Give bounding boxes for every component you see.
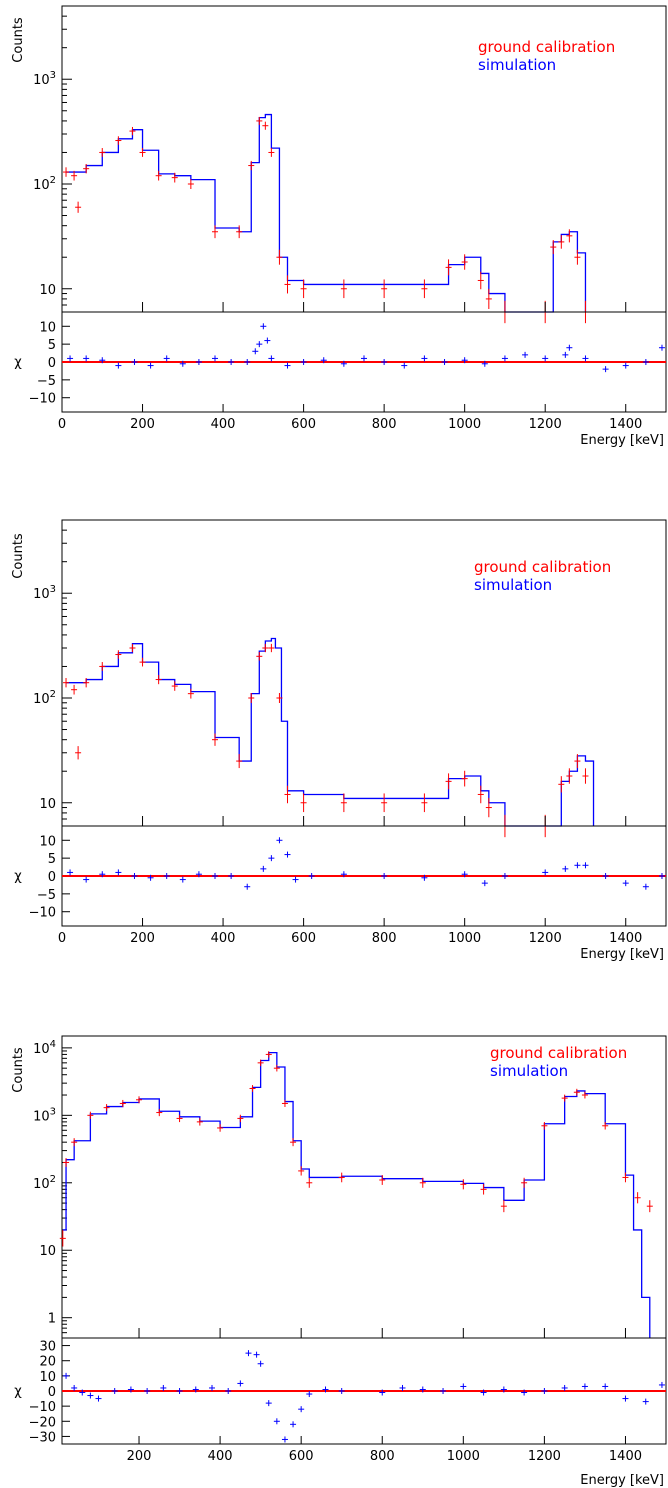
- panel-2: Counts ground calibration simulation 101…: [11, 519, 667, 962]
- x-tick-label: 0: [58, 931, 66, 946]
- panel-2-spectrum: Counts ground calibration simulation 101…: [11, 519, 667, 838]
- y-tick-label: 103: [33, 584, 56, 602]
- panel-3-residual-points: [63, 1350, 665, 1443]
- x-tick-label: 1000: [448, 417, 481, 432]
- panel-2-x-ticks: 0 200 400 600 800 1000 1200 1400: [58, 816, 642, 946]
- x-tick-label: 600: [289, 1449, 314, 1464]
- x-tick-label: 800: [370, 1449, 395, 1464]
- panel-1-y-ticks: 10 102 103: [33, 5, 72, 313]
- residual-tick-label: 20: [39, 1355, 56, 1370]
- x-tick-label: 1000: [447, 1449, 480, 1464]
- panel-2-y-ticks: 10 102 103: [33, 519, 72, 827]
- y-tick-label: 10: [39, 283, 56, 298]
- y-tick-label: 10: [39, 797, 56, 812]
- x-tick-label: 1000: [448, 931, 481, 946]
- y-tick-label: 104: [33, 1039, 56, 1057]
- panel-3: Counts ground calibration simulation 1 10…: [11, 1035, 667, 1488]
- residual-tick-label: −5: [37, 374, 56, 389]
- panel-1-legend-sim: simulation: [478, 56, 556, 74]
- residual-tick-label: −5: [37, 888, 56, 903]
- panel-3-spectrum: Counts ground calibration simulation 1 10…: [11, 1035, 667, 1339]
- residual-tick-label: −10: [29, 1400, 56, 1415]
- residual-tick-label: 0: [48, 356, 56, 371]
- residual-tick-label: 10: [39, 834, 56, 849]
- y-tick-label: 10: [39, 1244, 56, 1259]
- x-tick-label: 600: [291, 417, 316, 432]
- panel-1-residual-ticks: 10 5 0 −5 −10: [29, 320, 70, 407]
- residual-tick-label: −30: [29, 1430, 56, 1445]
- panel-3-spectrum-frame: [61, 1035, 667, 1339]
- panel-2-residual-ticks: 10 5 0 −5 −10: [29, 834, 70, 921]
- x-tick-label: 400: [211, 931, 236, 946]
- residual-tick-label: −20: [29, 1415, 56, 1430]
- x-tick-label: 800: [372, 417, 397, 432]
- panel-3-residual-ylabel: χ: [14, 1384, 22, 1399]
- panel-2-residual-ylabel: χ: [14, 869, 22, 884]
- panel-3-legend-sim: simulation: [490, 1062, 568, 1080]
- x-tick-label: 0: [58, 417, 66, 432]
- panel-3-x-ticks: 200 400 600 800 1000 1200 1400: [127, 1328, 642, 1464]
- x-tick-label: 800: [372, 931, 397, 946]
- residual-tick-label: 0: [48, 870, 56, 885]
- y-tick-label: 103: [33, 1106, 56, 1124]
- x-tick-label: 1400: [609, 417, 642, 432]
- x-tick-label: 1200: [529, 931, 562, 946]
- x-tick-label: 400: [208, 1449, 233, 1464]
- residual-tick-label: 0: [48, 1385, 56, 1400]
- panel-2-ylabel: Counts: [11, 533, 26, 579]
- x-tick-label: 1400: [609, 1449, 642, 1464]
- residual-tick-label: −10: [29, 906, 56, 921]
- panel-2-legend-data: ground calibration: [474, 558, 611, 576]
- x-tick-label: 200: [127, 1449, 152, 1464]
- panel-1-simulation-series: [66, 113, 587, 313]
- panel-1-ylabel: Counts: [11, 17, 26, 63]
- panel-2-residuals: χ 10 5 0 −5 −10 0 200 400 600 800 1000 1200 1400 En…: [14, 816, 667, 962]
- panel-2-legend-sim: simulation: [474, 576, 552, 594]
- y-tick-label: 103: [33, 70, 56, 88]
- x-tick-label: 400: [211, 417, 236, 432]
- panel-1-legend-data: ground calibration: [478, 38, 615, 56]
- panel-1-residuals: χ 10 5 0 −5 −10 0 200 400 600 800 1000 1200 1400 En…: [14, 302, 667, 448]
- panel-1: Counts ground calibration simulation 101…: [11, 5, 667, 448]
- residual-tick-label: 5: [48, 852, 56, 867]
- panel-2-simulation-series: [66, 637, 595, 827]
- panel-1-data-series: [63, 116, 589, 324]
- y-tick-label: 102: [33, 175, 56, 193]
- panel-1-spectrum: Counts ground calibration simulation 101…: [11, 5, 667, 324]
- y-tick-label: 102: [33, 1174, 56, 1192]
- y-tick-label: 1: [48, 1312, 56, 1327]
- panel-3-ylabel: Counts: [11, 1047, 26, 1093]
- x-tick-label: 200: [130, 931, 155, 946]
- residual-tick-label: 10: [39, 320, 56, 335]
- x-tick-label: 1200: [529, 417, 562, 432]
- panel-1-residual-ylabel: χ: [14, 355, 22, 370]
- x-tick-label: 200: [130, 417, 155, 432]
- panel-1-x-ticks: 0 200 400 600 800 1000 1200 1400: [58, 302, 642, 432]
- x-tick-label: 1400: [609, 931, 642, 946]
- panel-3-xlabel: Energy [keV]: [580, 1473, 664, 1488]
- panel-3-legend-data: ground calibration: [490, 1044, 627, 1062]
- residual-tick-label: 5: [48, 338, 56, 353]
- residual-tick-label: −10: [29, 392, 56, 407]
- residual-tick-label: 10: [39, 1370, 56, 1385]
- panel-2-xlabel: Energy [keV]: [580, 947, 664, 962]
- panel-2-data-series: [63, 643, 589, 838]
- x-tick-label: 1200: [528, 1449, 561, 1464]
- x-tick-label: 600: [291, 931, 316, 946]
- y-tick-label: 102: [33, 689, 56, 707]
- residual-tick-label: 30: [39, 1340, 56, 1355]
- panel-3-simulation-series: [62, 1051, 651, 1338]
- panel-1-xlabel: Energy [keV]: [580, 433, 664, 448]
- panel-1-residual-points: [67, 323, 665, 373]
- panel-3-data-series: [59, 1051, 653, 1247]
- panel-2-residual-points: [67, 837, 665, 890]
